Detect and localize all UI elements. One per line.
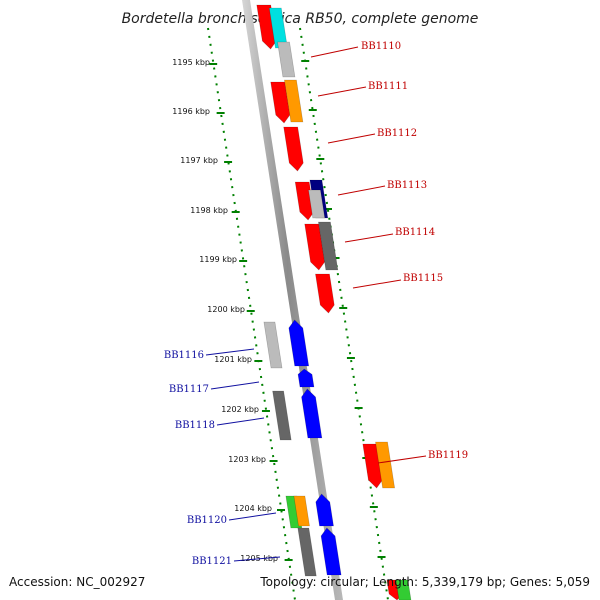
reverse-cds-arrow [288,319,310,367]
tick-label: 1196 kbp [172,107,210,116]
cog-band [375,441,395,489]
reverse-cds-arrow [315,493,334,527]
cog-band [318,221,339,271]
tick-label: 1199 kbp [199,255,237,264]
reverse-gene-labels [205,348,281,562]
tick-label: 1204 kbp [234,504,272,513]
forward-cds-arrow [283,126,304,172]
forward-cds-arrow [270,81,291,124]
gene-label-bb1110: BB1110 [361,41,401,52]
cog-band [308,189,326,219]
reverse-cds-arrow [320,527,342,576]
reverse-cds-arrow [301,388,323,439]
cog-band [284,79,304,123]
gene-label-bb1119: BB1119 [428,450,468,461]
gene-label-bb1121: BB1121 [192,556,232,567]
gene-label-bb1115: BB1115 [403,273,443,284]
cog-band [297,527,317,577]
cog-band [293,495,310,527]
forward-gene-labels [310,46,427,464]
gene-label-bb1112: BB1112 [377,128,417,139]
forward-cds-arrow [362,443,383,489]
tick-labels: 1195 kbp 1196 kbp 1197 kbp 1198 kbp 1199… [172,58,278,563]
gene-track [256,4,412,600]
ruler-inner [207,27,296,600]
cog-band [277,41,296,78]
gene-label-bb1117: BB1117 [169,384,209,395]
tick-label: 1200 kbp [207,305,245,314]
gene-label-bb1113: BB1113 [387,180,427,191]
tick-label: 1201 kbp [214,355,252,364]
tick-label: 1203 kbp [228,455,266,464]
gene-label-bb1111: BB1111 [368,81,408,92]
forward-cds-arrow [315,273,335,314]
genome-backbone [242,0,343,600]
gene-label-bb1120: BB1120 [187,515,227,526]
forward-cds-arrow [304,223,325,271]
map-title: Bordetella bronchiseptica RB50, complete… [122,11,479,27]
topology-text: Topology: circular; Length: 5,339,179 bp… [259,575,590,589]
gene-label-bb1118: BB1118 [175,420,215,431]
clipped-label: . [150,7,153,16]
reverse-cds-arrow [297,368,315,388]
ruler-outer [299,27,389,600]
accession-text: Accession: NC_002927 [9,575,145,589]
cog-band [263,321,283,369]
tick-label: 1198 kbp [190,206,228,215]
cog-band [395,579,412,600]
tick-label: 1202 kbp [221,405,259,414]
tick-label: 1197 kbp [180,156,218,165]
tick-label: 1195 kbp [172,58,210,67]
gene-label-bb1116: BB1116 [164,350,204,361]
gene-label-bb1114: BB1114 [395,227,435,238]
cog-band [272,390,292,441]
